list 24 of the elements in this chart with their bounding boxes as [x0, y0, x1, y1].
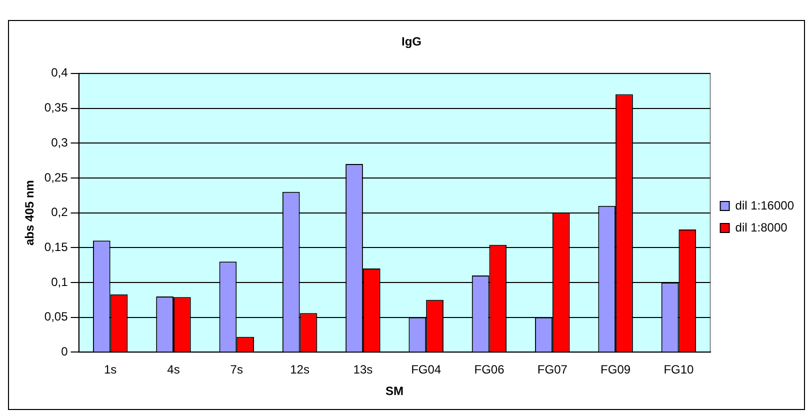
x-tick-label: FG09: [600, 362, 631, 377]
x-tick-label: FG04: [411, 362, 442, 377]
y-tick-label: 0,35: [44, 100, 68, 115]
x-tick-label: FG07: [537, 362, 568, 377]
y-tick-label: 0: [61, 344, 68, 359]
legend-label: dil 1:8000: [735, 220, 788, 234]
x-tick-label: 13s: [353, 362, 373, 377]
legend-label: dil 1:16000: [735, 198, 794, 212]
y-tick-label: 0,15: [44, 240, 68, 254]
x-tick-label: 7s: [230, 362, 243, 377]
chart-title: IgG: [402, 34, 422, 49]
y-tick-label: 0,3: [51, 135, 68, 150]
x-tick-label: 12s: [290, 362, 310, 377]
y-tick-label: 0,25: [44, 170, 68, 184]
x-tick-label: 1s: [104, 362, 117, 377]
y-tick-label: 0,2: [51, 205, 68, 220]
x-axis-title: SM: [386, 384, 404, 398]
x-tick-label: 4s: [167, 362, 180, 377]
y-tick-label: 0,1: [51, 274, 68, 289]
y-axis-title: abs 405 nm: [22, 180, 37, 246]
x-tick-label: FG10: [664, 362, 694, 377]
y-tick-label: 0,05: [44, 310, 68, 324]
x-tick-label: FG06: [474, 362, 505, 377]
y-tick-label: 0,4: [51, 66, 68, 80]
